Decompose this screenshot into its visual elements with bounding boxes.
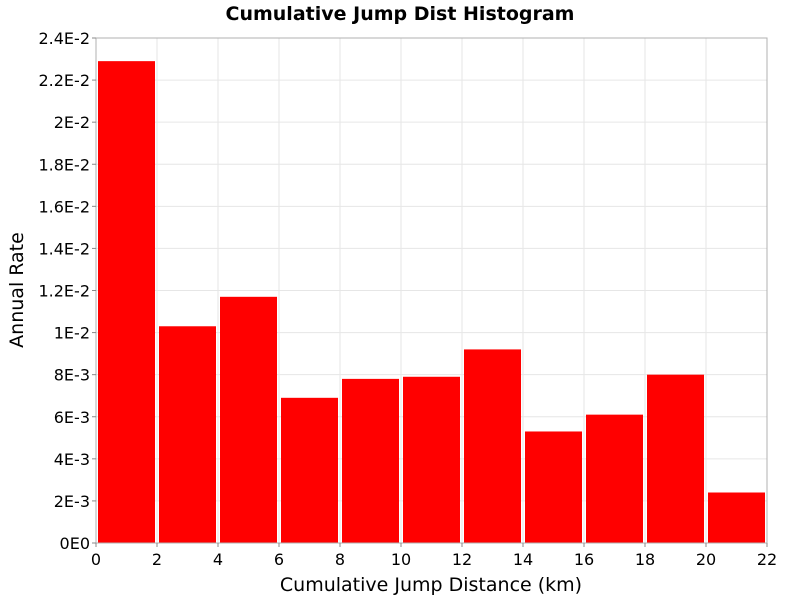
- chart-title: Cumulative Jump Dist Histogram: [226, 3, 575, 25]
- histogram-bar: [159, 326, 216, 543]
- x-tick-label: 16: [574, 550, 594, 569]
- histogram-bars: [98, 61, 765, 543]
- x-tick-label: 2: [152, 550, 162, 569]
- histogram-bar: [220, 296, 277, 543]
- histogram-bar: [464, 349, 521, 543]
- y-tick-label: 1.4E-2: [38, 239, 90, 258]
- y-tick-label: 2E-3: [54, 492, 90, 511]
- y-axis-label: Annual Rate: [6, 232, 28, 348]
- x-tick-label: 22: [757, 550, 777, 569]
- x-tick-label: 20: [696, 550, 716, 569]
- y-tick-label: 8E-3: [54, 366, 90, 385]
- y-axis-ticks: 0E0 2E-3 4E-3 6E-3 8E-3 1E-2 1.2E-2 1.4E-2 1.6E-…: [38, 29, 96, 553]
- histogram-bar: [525, 431, 582, 543]
- y-tick-label: 1.8E-2: [38, 155, 90, 174]
- histogram-bar: [586, 414, 643, 543]
- histogram-bar: [342, 378, 399, 543]
- x-tick-label: 4: [213, 550, 223, 569]
- y-tick-label: 2.2E-2: [38, 71, 90, 90]
- x-tick-label: 8: [335, 550, 345, 569]
- x-axis-label: Cumulative Jump Distance (km): [280, 574, 582, 596]
- y-tick-label: 2.4E-2: [38, 29, 90, 48]
- x-tick-label: 0: [91, 550, 101, 569]
- histogram-bar: [647, 374, 704, 543]
- histogram-bar: [708, 492, 765, 543]
- histogram-bar: [98, 61, 155, 543]
- y-tick-label: 4E-3: [54, 450, 90, 469]
- y-tick-label: 6E-3: [54, 408, 90, 427]
- x-tick-label: 10: [391, 550, 411, 569]
- histogram-bar: [403, 376, 460, 543]
- y-tick-label: 1.6E-2: [38, 197, 90, 216]
- x-tick-label: 12: [452, 550, 472, 569]
- y-tick-label: 1E-2: [54, 324, 90, 343]
- y-tick-label: 0E0: [60, 534, 90, 553]
- x-tick-label: 6: [274, 550, 284, 569]
- histogram-bar: [281, 397, 338, 543]
- x-axis-ticks: 0 2 4 6 8 10 12 14 16 18 20 22: [91, 543, 777, 569]
- x-tick-label: 18: [635, 550, 655, 569]
- x-tick-label: 14: [513, 550, 533, 569]
- y-tick-label: 2E-2: [54, 113, 90, 132]
- y-tick-label: 1.2E-2: [38, 282, 90, 301]
